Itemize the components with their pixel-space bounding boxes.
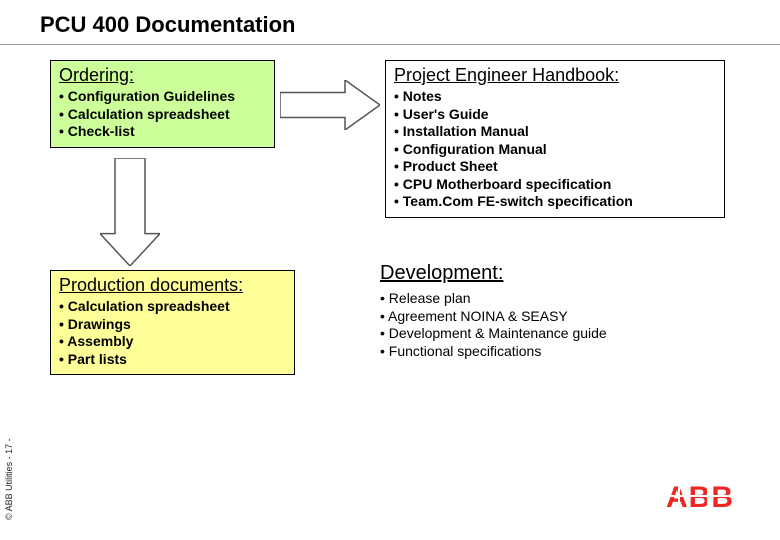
handbook-heading: Project Engineer Handbook: <box>394 65 716 86</box>
arrow-right-icon <box>280 80 380 130</box>
development-item: • Functional specifications <box>380 343 607 361</box>
copyright-text: © ABB Utilities - 17 - <box>4 438 14 520</box>
arrow-down-icon <box>100 158 160 266</box>
ordering-heading: Ordering: <box>59 65 266 86</box>
handbook-item: • User's Guide <box>394 106 716 124</box>
page-title: PCU 400 Documentation <box>40 12 296 38</box>
handbook-item: • Configuration Manual <box>394 141 716 159</box>
title-divider <box>0 44 780 45</box>
handbook-item: • Notes <box>394 88 716 106</box>
production-item: • Calculation spreadsheet <box>59 298 286 316</box>
development-list: • Release plan• Agreement NOINA & SEASY•… <box>380 290 607 360</box>
production-box: Production documents: • Calculation spre… <box>50 270 295 375</box>
ordering-item: • Configuration Guidelines <box>59 88 266 106</box>
development-item: • Development & Maintenance guide <box>380 325 607 343</box>
handbook-box: Project Engineer Handbook: • Notes• User… <box>385 60 725 218</box>
handbook-item: • Installation Manual <box>394 123 716 141</box>
handbook-item: • CPU Motherboard specification <box>394 176 716 194</box>
production-heading: Production documents: <box>59 275 286 296</box>
svg-text:ABB: ABB <box>666 481 734 514</box>
production-item: • Part lists <box>59 351 286 369</box>
handbook-item: • Team.Com FE-switch specification <box>394 193 716 211</box>
abb-logo: ABB <box>666 480 752 514</box>
development-item: • Agreement NOINA & SEASY <box>380 308 607 326</box>
ordering-item: • Calculation spreadsheet <box>59 106 266 124</box>
ordering-item: • Check-list <box>59 123 266 141</box>
production-item: • Assembly <box>59 333 286 351</box>
handbook-item: • Product Sheet <box>394 158 716 176</box>
ordering-box: Ordering: • Configuration Guidelines• Ca… <box>50 60 275 148</box>
development-heading: Development: <box>380 262 503 285</box>
development-item: • Release plan <box>380 290 607 308</box>
production-item: • Drawings <box>59 316 286 334</box>
